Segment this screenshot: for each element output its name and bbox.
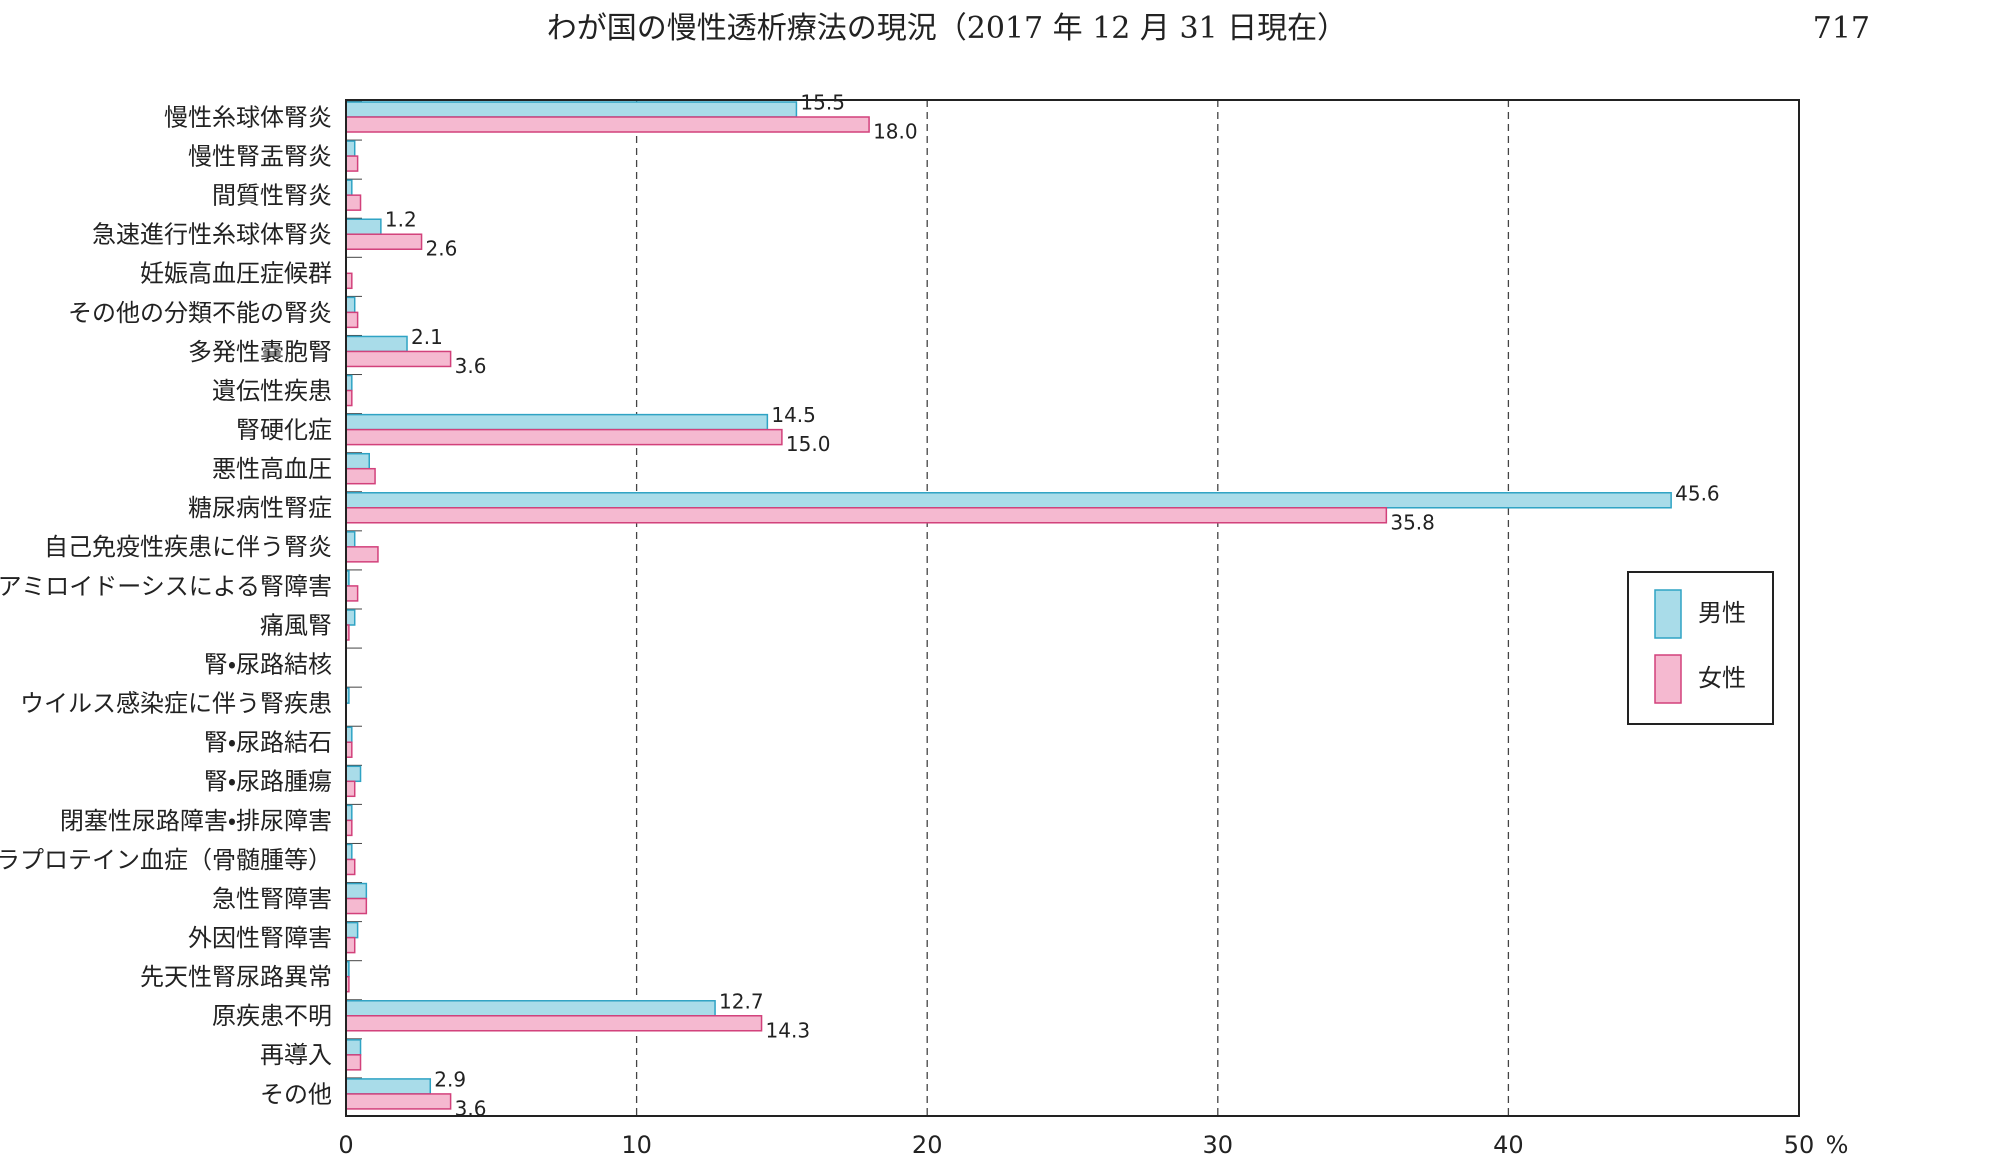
y-tick-label: その他 bbox=[260, 1080, 332, 1108]
y-tick-label: 糖尿病性腎症 bbox=[188, 494, 332, 522]
bar bbox=[345, 1015, 763, 1032]
value-label: 1.2 bbox=[385, 208, 417, 232]
bar bbox=[345, 233, 423, 250]
x-tick-label: 50 bbox=[1784, 1131, 1815, 1159]
y-tick-label: 腎・尿路腫瘍 bbox=[204, 768, 332, 796]
bar bbox=[345, 882, 368, 900]
bar bbox=[345, 936, 356, 954]
chart-title: わが国の慢性透析療法の現況（2017 年 12 月 31 日現在） bbox=[547, 11, 1347, 46]
legend-swatch bbox=[1654, 654, 1682, 704]
x-axis-unit: % bbox=[1826, 1131, 1849, 1159]
bar bbox=[345, 1000, 716, 1017]
y-tick-label: 再導入 bbox=[260, 1041, 332, 1069]
y-tick-label: アミロイドーシスによる腎障害 bbox=[0, 572, 332, 600]
bar bbox=[345, 413, 769, 431]
bar bbox=[345, 765, 362, 783]
y-tick-label: 多発性嚢胞腎 bbox=[188, 338, 332, 366]
x-tick-label: 0 bbox=[338, 1131, 353, 1159]
bar bbox=[345, 140, 356, 157]
bar bbox=[345, 452, 370, 470]
bar bbox=[345, 858, 356, 876]
bar bbox=[345, 194, 362, 211]
bar bbox=[345, 897, 368, 915]
y-tick-label: 腎・尿路結核 bbox=[204, 650, 332, 678]
bar bbox=[345, 492, 1672, 509]
bar bbox=[345, 1039, 362, 1056]
x-tick-label: 40 bbox=[1493, 1131, 1524, 1159]
bar bbox=[345, 296, 356, 314]
y-tick-label: 原疾患不明 bbox=[212, 1002, 332, 1030]
value-label: 18.0 bbox=[873, 120, 918, 144]
legend-box bbox=[1627, 571, 1774, 725]
y-tick-label: 遺伝性疾患 bbox=[212, 377, 332, 405]
bar bbox=[345, 609, 356, 626]
bar bbox=[345, 218, 382, 235]
y-tick-label: 閉塞性尿路障害・排尿障害 bbox=[60, 807, 332, 835]
bar bbox=[345, 335, 408, 353]
x-tick-label: 20 bbox=[912, 1131, 943, 1159]
y-tick-label: 悪性高血圧 bbox=[212, 455, 332, 483]
bar bbox=[345, 1093, 452, 1110]
y-tick-label: 間質性腎炎 bbox=[212, 182, 332, 210]
x-tick-label: 10 bbox=[621, 1131, 652, 1159]
y-tick-label: 急性腎障害 bbox=[212, 885, 332, 913]
value-label: 14.3 bbox=[766, 1018, 811, 1042]
bar bbox=[345, 585, 359, 602]
value-label: 15.5 bbox=[800, 91, 845, 115]
y-tick-label: パラプロテイン血症（骨髄腫等） bbox=[0, 846, 332, 874]
value-label: 2.9 bbox=[434, 1067, 466, 1091]
bar bbox=[345, 467, 376, 485]
y-tick-label: ウイルス感染症に伴う腎疾患 bbox=[20, 690, 332, 718]
bar bbox=[345, 116, 870, 133]
bar bbox=[345, 311, 359, 329]
legend-label: 女性 bbox=[1698, 664, 1746, 692]
value-label: 35.8 bbox=[1390, 510, 1435, 534]
value-label: 2.6 bbox=[426, 237, 458, 261]
y-tick-label: 外因性腎障害 bbox=[188, 924, 332, 952]
y-tick-label: 腎硬化症 bbox=[236, 416, 332, 444]
y-tick-label: 痛風腎 bbox=[260, 611, 332, 639]
y-tick-label: その他の分類不能の腎炎 bbox=[68, 299, 332, 327]
x-tick-label: 30 bbox=[1203, 1131, 1234, 1159]
value-label: 12.7 bbox=[719, 989, 764, 1013]
y-tick-label: 先天性腎尿路異常 bbox=[140, 963, 332, 991]
value-label: 15.0 bbox=[786, 432, 831, 456]
value-label: 14.5 bbox=[771, 403, 816, 427]
bar bbox=[345, 428, 783, 446]
y-tick-label: 腎・尿路結石 bbox=[204, 729, 332, 757]
bar bbox=[345, 1078, 432, 1095]
y-tick-label: 急速進行性糸球体腎炎 bbox=[92, 221, 332, 249]
bar bbox=[345, 350, 452, 368]
page-number: 717 bbox=[1813, 11, 1870, 46]
legend-label: 男性 bbox=[1698, 599, 1746, 627]
y-tick-label: 妊娠高血圧症候群 bbox=[140, 260, 332, 288]
value-label: 45.6 bbox=[1675, 481, 1720, 505]
bar bbox=[345, 780, 356, 798]
bar bbox=[345, 546, 379, 563]
value-label: 2.1 bbox=[411, 325, 443, 349]
bar bbox=[345, 531, 356, 548]
bar bbox=[345, 1054, 362, 1071]
value-label: 3.6 bbox=[455, 354, 487, 378]
y-tick-label: 自己免疫性疾患に伴う腎炎 bbox=[44, 533, 332, 561]
bar bbox=[345, 101, 798, 118]
bar bbox=[345, 155, 359, 172]
bar bbox=[345, 921, 359, 939]
bar bbox=[345, 507, 1388, 524]
legend-swatch bbox=[1654, 589, 1682, 639]
y-tick-label: 慢性糸球体腎炎 bbox=[164, 103, 332, 131]
y-tick-label: 慢性腎盂腎炎 bbox=[188, 142, 332, 170]
plot-frame bbox=[345, 99, 1800, 1117]
